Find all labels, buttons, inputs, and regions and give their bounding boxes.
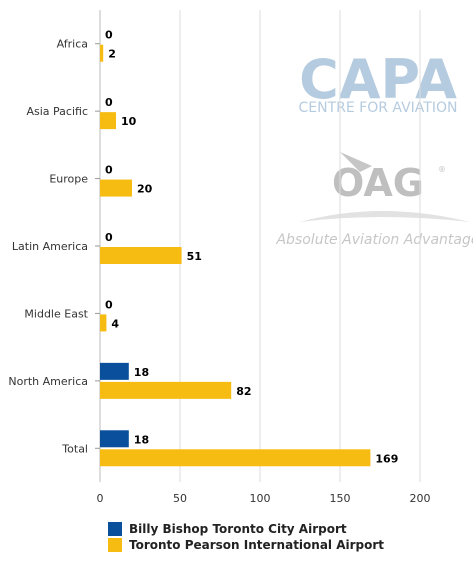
x-tick-label: 50 (173, 492, 187, 505)
legend-entry: Billy Bishop Toronto City Airport (129, 522, 347, 536)
bar-pearson (100, 247, 182, 264)
legend-swatch (108, 522, 122, 536)
bars (100, 44, 371, 467)
data-label: 20 (137, 183, 153, 196)
data-label: 10 (121, 115, 137, 128)
data-label: 0 (105, 29, 113, 42)
x-tick-label: 150 (330, 492, 351, 505)
bar-billy-bishop (100, 362, 129, 380)
bar-pearson (100, 449, 371, 467)
category-label: Europe (49, 173, 88, 186)
bar-pearson (100, 112, 116, 130)
bar-pearson (100, 381, 232, 399)
oag-watermark: OAG ® Absolute Aviation Advantage (275, 152, 473, 248)
oag-registered-mark: ® (438, 165, 446, 174)
category-label: Latin America (12, 240, 88, 253)
data-label: 169 (375, 452, 398, 465)
legend-entry: Toronto Pearson International Airport (129, 538, 384, 552)
x-axis-ticks: 0 50 100 150 200 (97, 492, 431, 505)
category-label: Africa (57, 38, 88, 51)
bar-billy-bishop (100, 430, 129, 448)
category-label: North America (8, 375, 88, 388)
category-label: Total (61, 442, 88, 455)
oag-swoosh-icon (300, 211, 470, 222)
capa-watermark-title: CAPA (299, 48, 457, 111)
oag-plane-icon (340, 152, 372, 172)
bar-pearson (100, 179, 132, 197)
bar-pearson (100, 44, 104, 62)
data-label: 0 (105, 96, 113, 109)
data-label: 0 (105, 164, 113, 177)
x-tick-label: 200 (410, 492, 431, 505)
data-label: 0 (105, 231, 113, 244)
x-tick-label: 100 (250, 492, 271, 505)
legend-swatch (108, 538, 122, 552)
capa-watermark: CAPA CENTRE FOR AVIATION (299, 48, 458, 116)
data-label: 0 (105, 298, 113, 311)
oag-watermark-tagline: Absolute Aviation Advantage (275, 232, 473, 248)
data-label: 18 (134, 366, 149, 379)
data-label: 51 (187, 250, 202, 263)
data-label: 82 (236, 385, 251, 398)
category-label: Asia Pacific (26, 105, 88, 118)
x-tick-label: 0 (97, 492, 104, 505)
oag-watermark-title: OAG (332, 161, 424, 205)
legend: Billy Bishop Toronto City Airport Toronto… (108, 522, 384, 552)
data-label: 4 (111, 317, 119, 330)
bar-pearson (100, 314, 107, 332)
category-label: Middle East (24, 307, 88, 320)
data-label: 2 (108, 48, 116, 61)
data-label: 18 (134, 433, 149, 446)
category-labels: Africa Asia Pacific Europe Latin America Mid… (8, 38, 100, 455)
capa-watermark-subtitle: CENTRE FOR AVIATION (299, 100, 458, 116)
